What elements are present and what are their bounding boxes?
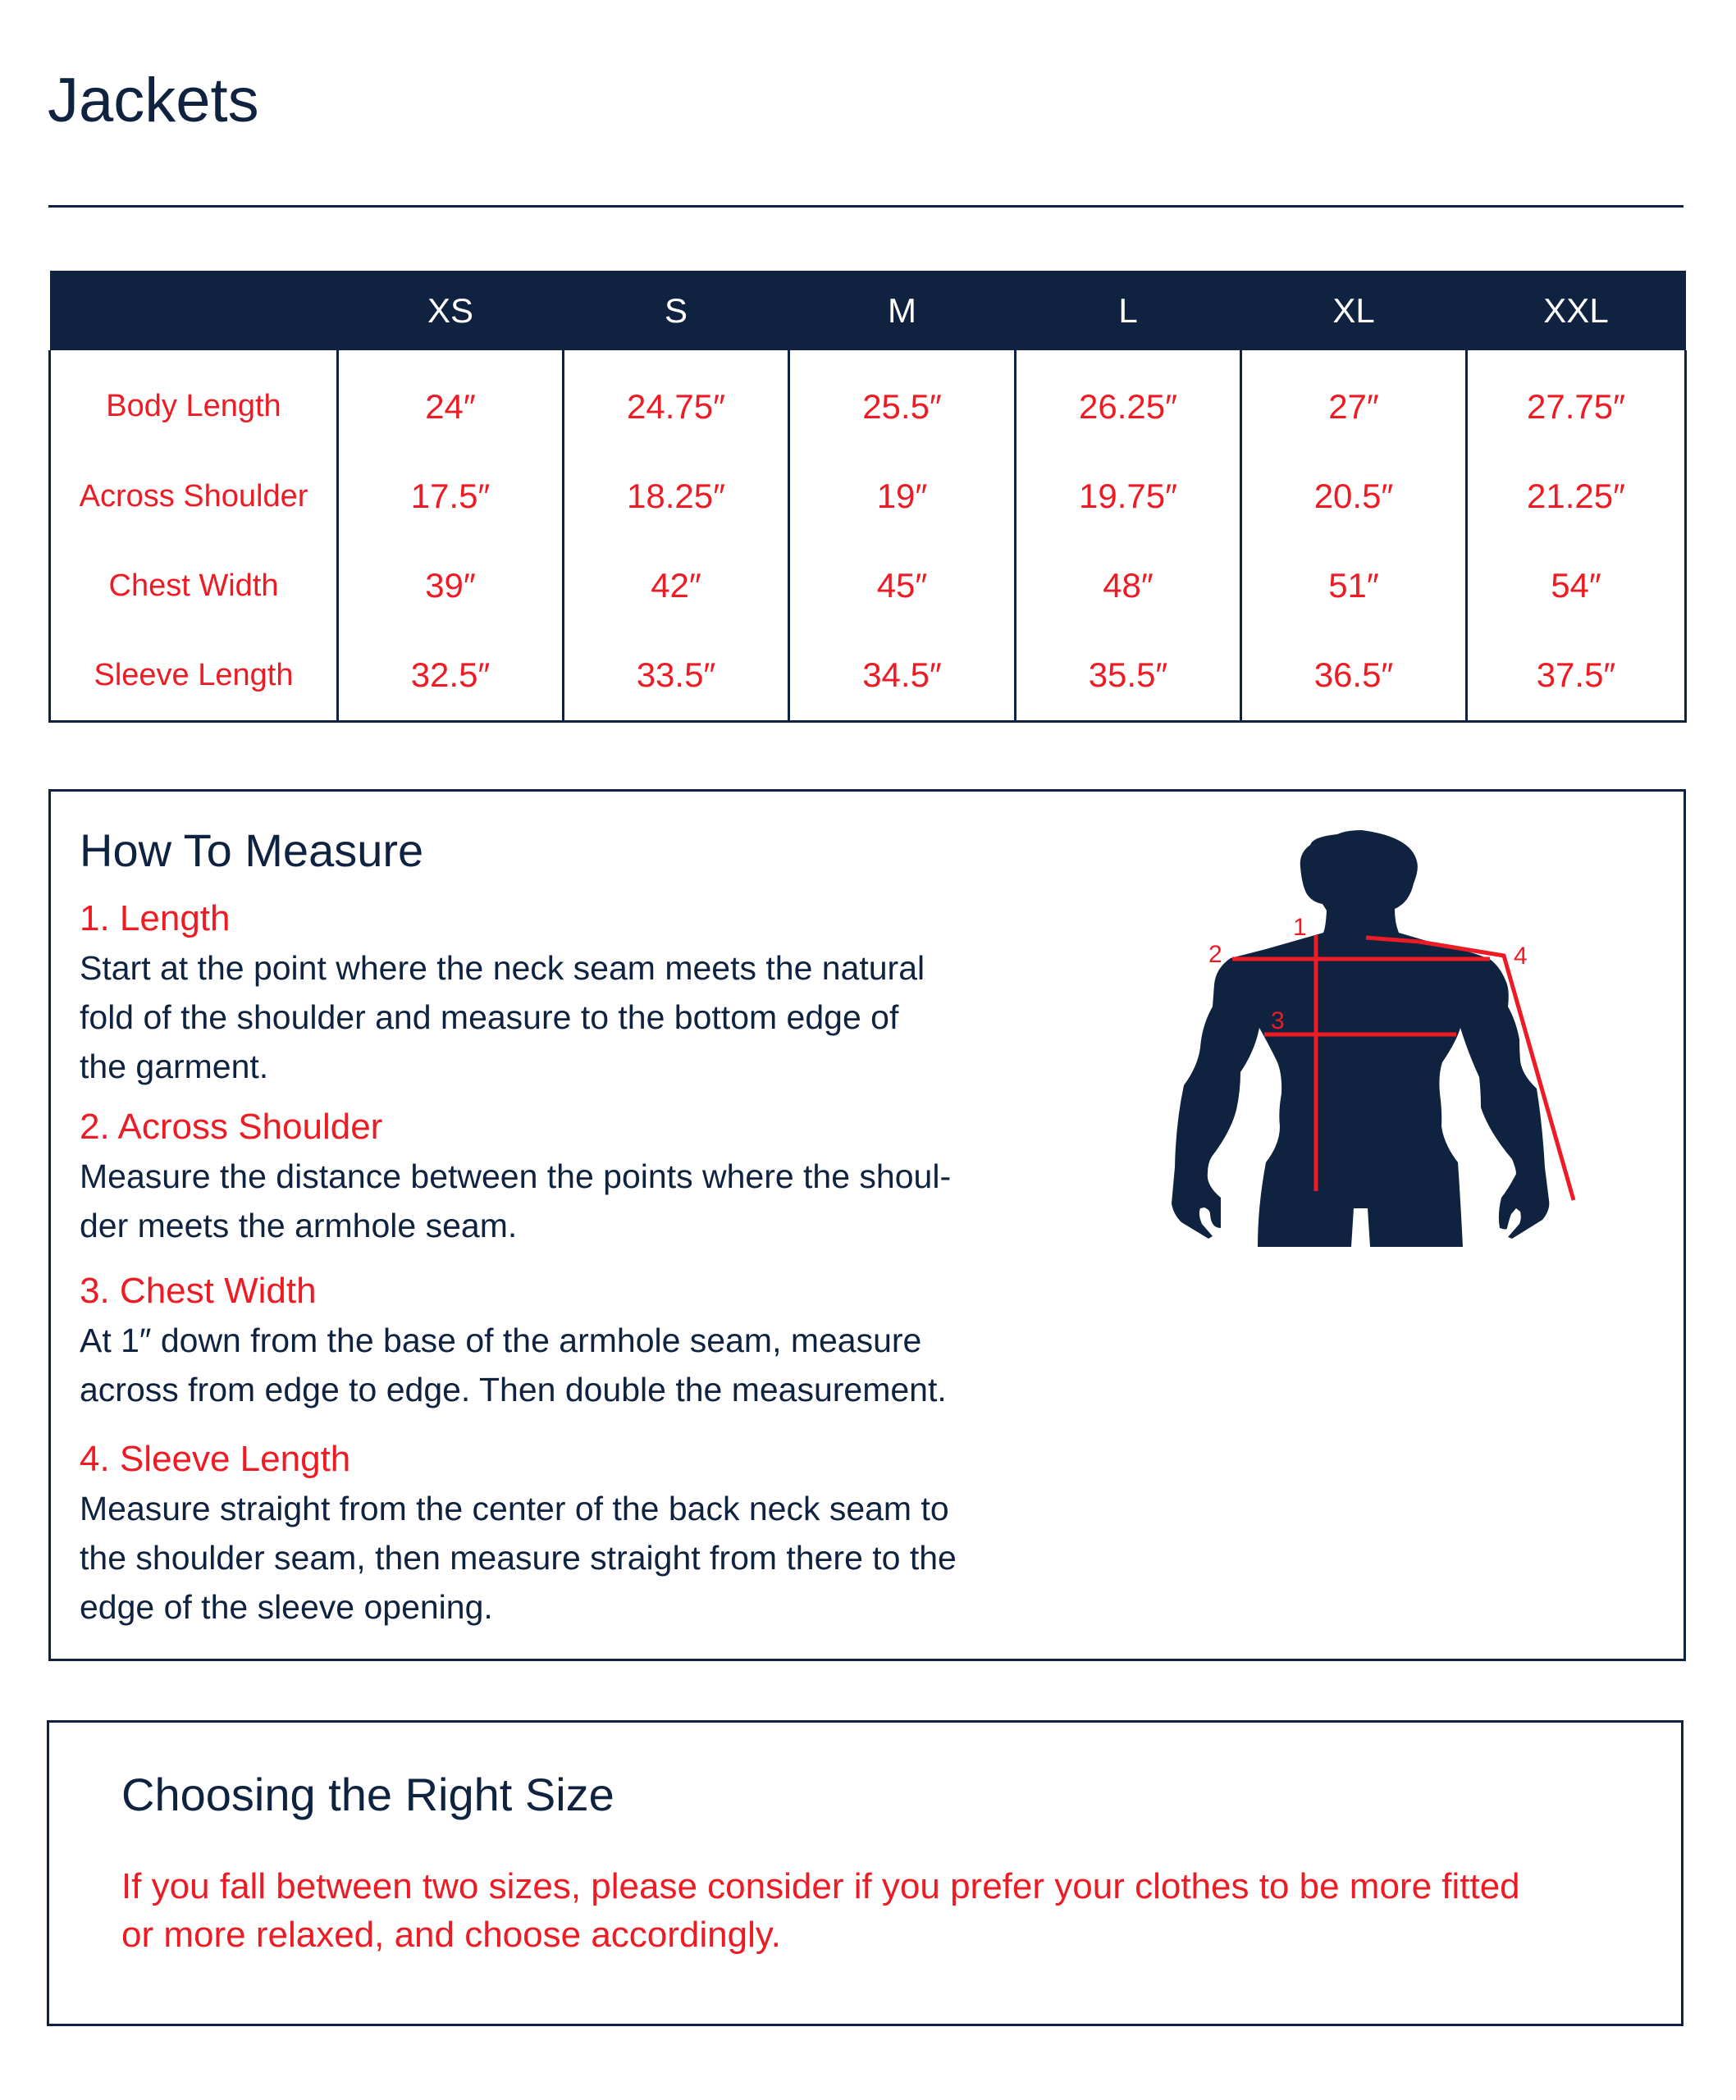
step-title: 1. Length [80, 898, 231, 938]
table-row: Sleeve Length 32.5″ 33.5″ 34.5″ 35.5″ 36.5″ 37… [48, 630, 1687, 723]
row-label: Chest Width [48, 541, 339, 631]
header-blank [49, 271, 338, 350]
table-cell: 19″ [788, 451, 1016, 541]
choosing-size-heading: Choosing the Right Size [121, 1769, 614, 1820]
figure-label-3: 3 [1271, 1007, 1285, 1034]
table-cell: 36.5″ [1240, 630, 1468, 723]
table-cell: 34.5″ [788, 630, 1016, 723]
header-m: M [788, 271, 1016, 350]
step-text: Start at the point where the neck seam m… [80, 949, 925, 987]
choosing-size-text: If you fall between two sizes, please co… [121, 1862, 1520, 1959]
table-cell: 24.75″ [562, 350, 790, 452]
title-divider [48, 205, 1683, 208]
table-cell: 25.5″ [788, 350, 1016, 452]
step-text: the garment. [80, 1048, 269, 1085]
table-cell: 26.25″ [1014, 350, 1242, 452]
how-to-measure-panel [48, 789, 1686, 1661]
figure-label-1: 1 [1293, 914, 1307, 941]
table-cell: 45″ [788, 541, 1016, 631]
table-cell: 33.5″ [562, 630, 790, 723]
how-to-measure-heading: How To Measure [80, 824, 424, 876]
header-l: L [1015, 271, 1241, 350]
figure-label-2: 2 [1208, 941, 1222, 968]
step-title: 2. Across Shoulder [80, 1107, 383, 1147]
table-cell: 27.75″ [1465, 350, 1687, 452]
row-label: Across Shoulder [48, 451, 339, 541]
row-label: Body Length [48, 350, 339, 452]
table-cell: 48″ [1014, 541, 1242, 631]
step-across-shoulder: 2. Across Shoulder Measure the distance … [80, 1102, 951, 1250]
choosing-size-panel [47, 1720, 1683, 2026]
step-text: Measure straight from the center of the … [80, 1490, 949, 1527]
table-cell: 35.5″ [1014, 630, 1242, 723]
table-cell: 18.25″ [562, 451, 790, 541]
table-cell: 27″ [1240, 350, 1468, 452]
step-text: edge of the sleeve opening. [80, 1588, 493, 1626]
table-cell: 21.25″ [1465, 451, 1687, 541]
header-xxl: XXL [1466, 271, 1686, 350]
table-cell: 37.5″ [1465, 630, 1687, 723]
step-text: across from edge to edge. Then double th… [80, 1371, 947, 1408]
table-cell: 51″ [1240, 541, 1468, 631]
page-title: Jackets [48, 66, 259, 135]
choosing-text-line: If you fall between two sizes, please co… [121, 1866, 1520, 1906]
table-cell: 17.5″ [336, 451, 564, 541]
step-text: Measure the distance between the points … [80, 1157, 952, 1195]
header-xs: XS [337, 271, 564, 350]
step-length: 1. Length Start at the point where the n… [80, 894, 925, 1091]
header-xl: XL [1240, 271, 1467, 350]
row-label: Sleeve Length [48, 630, 339, 723]
choosing-text-line: or more relaxed, and choose accordingly. [121, 1915, 781, 1955]
body-silhouette [1172, 830, 1550, 1247]
table-cell: 54″ [1465, 541, 1687, 631]
table-cell: 42″ [562, 541, 790, 631]
header-s: S [563, 271, 789, 350]
table-cell: 24″ [336, 350, 564, 452]
step-chest-width: 3. Chest Width At 1″ down from the base … [80, 1267, 947, 1414]
table-cell: 32.5″ [336, 630, 564, 723]
table-row: Chest Width 39″ 42″ 45″ 48″ 51″ 54″ [48, 541, 1687, 631]
sleeve-measure-line [1365, 935, 1576, 1201]
table-cell: 19.75″ [1014, 451, 1242, 541]
size-chart-table: XS S M L XL XXL Body Length 24″ 24.75″ 25.5… [48, 271, 1687, 723]
body-measurement-figure: 1 2 3 4 [1172, 830, 1576, 1247]
step-title: 4. Sleeve Length [80, 1439, 351, 1479]
table-header-row: XS S M L XL XXL [49, 271, 1686, 350]
step-title: 3. Chest Width [80, 1271, 317, 1311]
step-text: fold of the shoulder and measure to the … [80, 998, 899, 1036]
table-row: Body Length 24″ 24.75″ 25.5″ 26.25″ 27″ 27.75″ [48, 350, 1687, 452]
table-cell: 39″ [336, 541, 564, 631]
table-row: Across Shoulder 17.5″ 18.25″ 19″ 19.75″ 20.5″… [48, 451, 1687, 541]
step-text: der meets the armhole seam. [80, 1207, 518, 1244]
step-sleeve-length: 4. Sleeve Length Measure straight from t… [80, 1435, 957, 1632]
step-text: At 1″ down from the base of the armhole … [80, 1322, 922, 1359]
step-text: the shoulder seam, then measure straight… [80, 1539, 957, 1577]
figure-label-4: 4 [1514, 943, 1528, 970]
table-cell: 20.5″ [1240, 451, 1468, 541]
